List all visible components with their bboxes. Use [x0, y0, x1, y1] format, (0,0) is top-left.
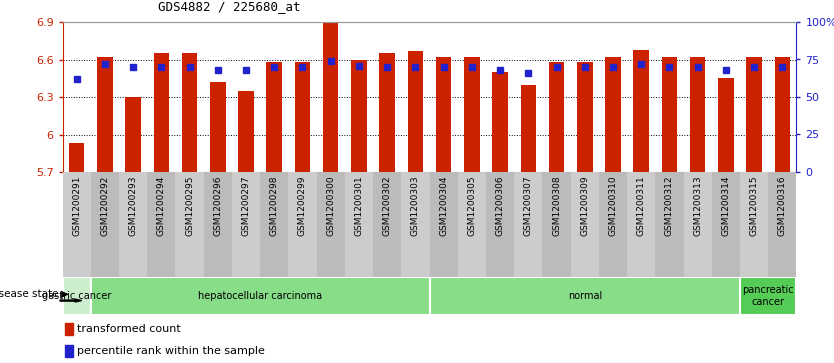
Text: GDS4882 / 225680_at: GDS4882 / 225680_at [158, 0, 300, 13]
Bar [64, 323, 73, 335]
Text: GSM1200307: GSM1200307 [524, 175, 533, 236]
Bar [260, 172, 289, 277]
Bar [520, 85, 536, 172]
Bar [148, 172, 175, 277]
Bar [401, 172, 430, 277]
Text: GSM1200303: GSM1200303 [411, 175, 420, 236]
Bar [373, 172, 401, 277]
Text: GSM1200293: GSM1200293 [128, 175, 138, 236]
Text: GSM1200294: GSM1200294 [157, 175, 166, 236]
Text: GSM1200308: GSM1200308 [552, 175, 561, 236]
Bar [97, 57, 113, 172]
Bar [605, 57, 620, 172]
Bar [119, 172, 148, 277]
Text: GSM1200295: GSM1200295 [185, 175, 194, 236]
Text: GSM1200309: GSM1200309 [580, 175, 590, 236]
Text: hepatocellular carcinoma: hepatocellular carcinoma [198, 291, 322, 301]
Bar [711, 172, 740, 277]
Text: GSM1200291: GSM1200291 [73, 175, 81, 236]
Bar [458, 172, 486, 277]
Bar [515, 172, 542, 277]
Text: normal: normal [568, 291, 602, 301]
Bar [351, 60, 367, 172]
Bar [153, 53, 169, 172]
Text: GSM1200305: GSM1200305 [467, 175, 476, 236]
Bar [182, 53, 198, 172]
Text: GSM1200314: GSM1200314 [721, 175, 731, 236]
Text: GSM1200312: GSM1200312 [665, 175, 674, 236]
Text: disease state: disease state [0, 289, 58, 299]
Text: GSM1200310: GSM1200310 [609, 175, 617, 236]
Text: percentile rank within the sample: percentile rank within the sample [77, 346, 264, 356]
Bar [289, 172, 317, 277]
Text: GSM1200316: GSM1200316 [778, 175, 786, 236]
Bar [175, 172, 203, 277]
Text: transformed count: transformed count [77, 324, 180, 334]
Bar [464, 57, 480, 172]
Bar [740, 277, 796, 315]
Bar [661, 57, 677, 172]
Bar [91, 277, 430, 315]
Bar [634, 49, 649, 172]
Text: GSM1200299: GSM1200299 [298, 175, 307, 236]
Text: GSM1200292: GSM1200292 [100, 175, 109, 236]
Bar [294, 62, 310, 172]
Bar [203, 172, 232, 277]
Bar [746, 57, 762, 172]
Text: GSM1200311: GSM1200311 [636, 175, 646, 236]
Bar [740, 172, 768, 277]
Bar [91, 172, 119, 277]
Bar [379, 53, 395, 172]
Bar [267, 62, 282, 172]
Bar [656, 172, 684, 277]
Bar [64, 345, 73, 357]
Bar [125, 97, 141, 172]
Text: GSM1200298: GSM1200298 [269, 175, 279, 236]
Text: GSM1200297: GSM1200297 [242, 175, 250, 236]
Bar [430, 172, 458, 277]
Text: GSM1200296: GSM1200296 [214, 175, 223, 236]
Bar [344, 172, 373, 277]
Bar [63, 172, 91, 277]
Bar [690, 57, 706, 172]
Bar [768, 172, 796, 277]
Bar [232, 172, 260, 277]
Bar [486, 172, 515, 277]
Bar [210, 82, 225, 172]
Text: GSM1200302: GSM1200302 [383, 175, 392, 236]
Bar [718, 78, 734, 172]
Bar [63, 277, 91, 315]
Bar [542, 172, 570, 277]
Text: GSM1200306: GSM1200306 [495, 175, 505, 236]
Text: GSM1200301: GSM1200301 [354, 175, 364, 236]
Bar [549, 62, 565, 172]
Bar [570, 172, 599, 277]
Bar [69, 143, 84, 172]
Text: gastric cancer: gastric cancer [42, 291, 112, 301]
Text: GSM1200313: GSM1200313 [693, 175, 702, 236]
Bar [627, 172, 656, 277]
Text: GSM1200300: GSM1200300 [326, 175, 335, 236]
Bar [408, 51, 423, 172]
Bar [317, 172, 344, 277]
Bar [684, 172, 711, 277]
Text: GSM1200315: GSM1200315 [750, 175, 759, 236]
Bar [430, 277, 740, 315]
Bar [599, 172, 627, 277]
Bar [436, 57, 451, 172]
Bar [577, 62, 592, 172]
Text: GSM1200304: GSM1200304 [440, 175, 448, 236]
Bar [323, 22, 339, 172]
Bar [775, 57, 790, 172]
Text: pancreatic
cancer: pancreatic cancer [742, 285, 794, 307]
Bar [239, 91, 254, 172]
Bar [492, 72, 508, 172]
Text: ▶: ▶ [58, 289, 69, 299]
